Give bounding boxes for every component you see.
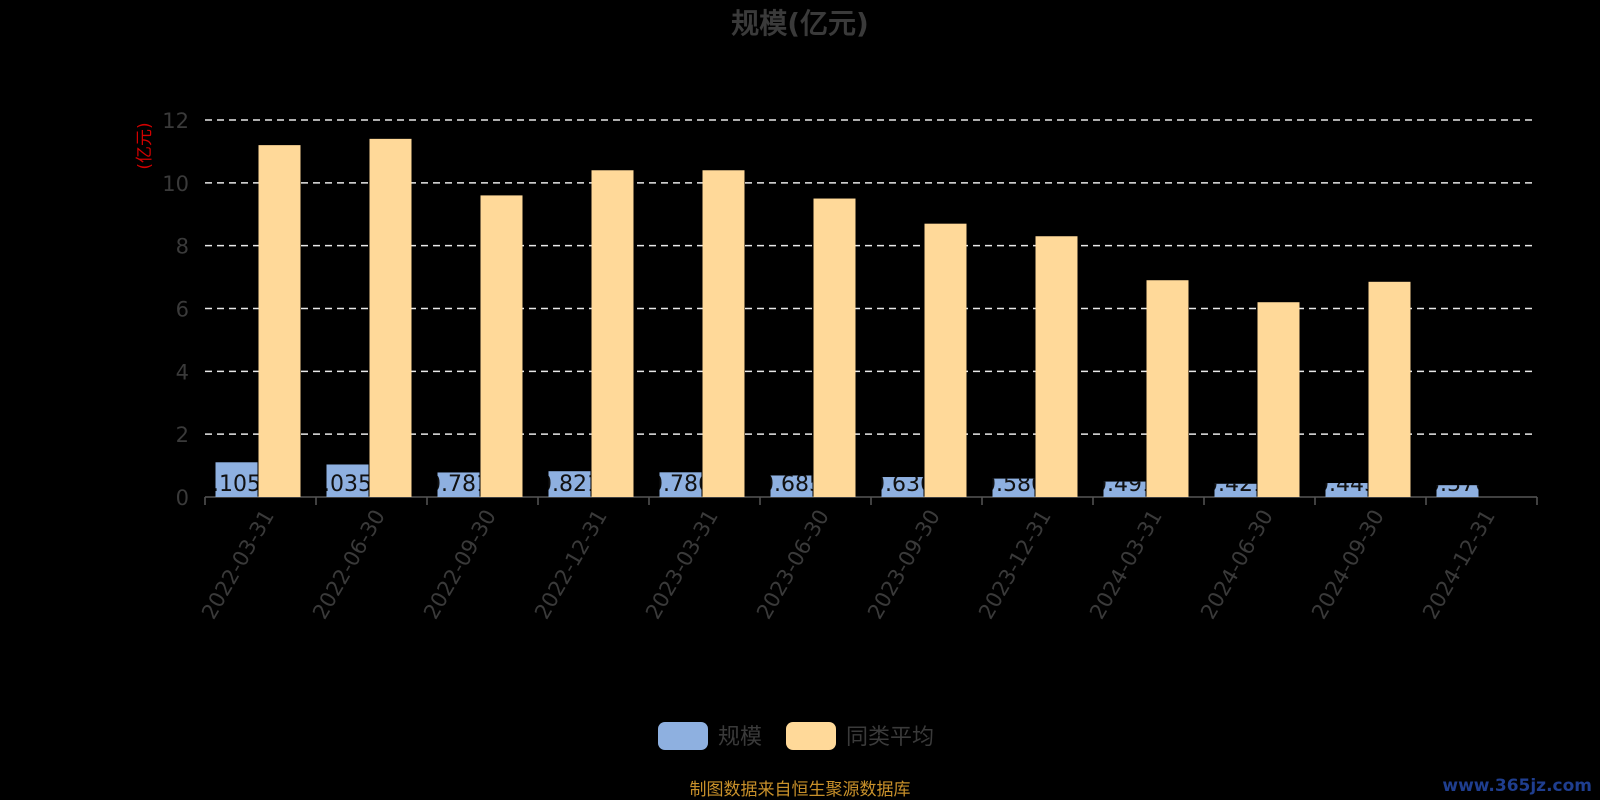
x-tick-label: 2024-06-30 (1196, 506, 1278, 624)
legend: 规模 同类平均 (658, 722, 934, 750)
bar-value-label: 0.421 (1204, 472, 1267, 497)
bar-peer-average (369, 138, 412, 497)
gridlines (205, 119, 1537, 435)
bar-scale (659, 472, 702, 497)
x-tick-label: 2022-09-30 (419, 506, 501, 624)
bar-scale (437, 472, 480, 497)
x-tick-labels: 2022-03-31 2022-06-30 2022-09-30 2022-12-31… (197, 506, 1500, 624)
x-tick-label: 2023-12-31 (974, 506, 1056, 624)
bar-scale (881, 477, 924, 497)
bar-value-label: 0.821 (538, 472, 601, 497)
bar-peer-average (813, 198, 856, 497)
bar-value-label: .105 (212, 472, 261, 497)
x-tick-label: 2024-09-30 (1307, 506, 1389, 624)
bar-scale (548, 471, 591, 497)
bar-scale (1436, 485, 1479, 497)
bar-value-label: 0.685 (760, 472, 823, 497)
bar-value-label: 0.636 (871, 472, 934, 497)
y-axis-unit-label: (亿元) (135, 122, 155, 169)
y-tick-label: 4 (176, 360, 189, 384)
bar-peer-average (702, 170, 745, 497)
bar-scale (326, 464, 369, 497)
y-tick-label: 12 (162, 109, 189, 133)
bar-peer-average (1035, 236, 1078, 497)
bar-value-label: 0.781 (427, 472, 490, 497)
x-tick-label: 2023-06-30 (752, 506, 834, 624)
bar-value-label: 0.786 (649, 472, 712, 497)
bar-value-label: 0.491 (1093, 472, 1156, 497)
bars (215, 138, 1479, 498)
bar-peer-average (1146, 280, 1189, 497)
legend-label: 同类平均 (846, 725, 934, 750)
bar-scale (215, 462, 258, 497)
bar-value-label: .035 (323, 472, 372, 497)
x-tick-label: 2022-03-31 (197, 506, 279, 624)
y-tick-label: 8 (176, 235, 189, 259)
bar-scale (770, 475, 813, 497)
bar-peer-average (591, 170, 634, 497)
bar-scale (1214, 483, 1257, 497)
y-tick-label: 0 (176, 486, 189, 510)
x-tick-label: 2024-03-31 (1085, 506, 1167, 624)
x-tick-label: 2022-12-31 (530, 506, 612, 624)
legend-label: 规模 (718, 725, 762, 750)
watermark: www.365jz.com (1442, 776, 1592, 796)
bar-value-label: 0.586 (982, 472, 1045, 497)
bar-value-label: 0.445 (1315, 472, 1378, 497)
legend-swatch (658, 722, 708, 750)
legend-item[interactable]: 规模 (658, 722, 762, 750)
legend-item[interactable]: 同类平均 (786, 722, 934, 750)
axes (204, 496, 1538, 505)
y-tick-label: 2 (176, 423, 189, 447)
bar-scale (1103, 481, 1146, 497)
bar-value-label: 0.376 (1426, 472, 1489, 497)
y-tick-label: 10 (162, 172, 189, 196)
chart-title: 规模(亿元) (731, 7, 869, 40)
data-source-note: 制图数据来自恒生聚源数据库 (690, 780, 911, 800)
legend-swatch (786, 722, 836, 750)
bar-peer-average (258, 145, 301, 497)
x-tick-label: 2023-03-31 (641, 506, 723, 624)
bar-value-labels: .105 .035 0.781 0.821 0.786 0.685 0.636 0.586 0.… (212, 472, 1489, 497)
bar-peer-average (924, 223, 967, 498)
bar-peer-average (1257, 302, 1300, 497)
bar-peer-average (480, 195, 523, 497)
x-tick-label: 2022-06-30 (308, 506, 390, 624)
bar-peer-average (1368, 281, 1411, 497)
x-tick-label: 2024-12-31 (1418, 506, 1500, 624)
bar-scale (1325, 483, 1368, 497)
x-tick-label: 2023-09-30 (863, 506, 945, 624)
bar-scale (992, 478, 1035, 497)
y-tick-label: 6 (176, 298, 189, 322)
y-tick-labels: 0 2 4 6 8 10 12 (162, 109, 189, 510)
